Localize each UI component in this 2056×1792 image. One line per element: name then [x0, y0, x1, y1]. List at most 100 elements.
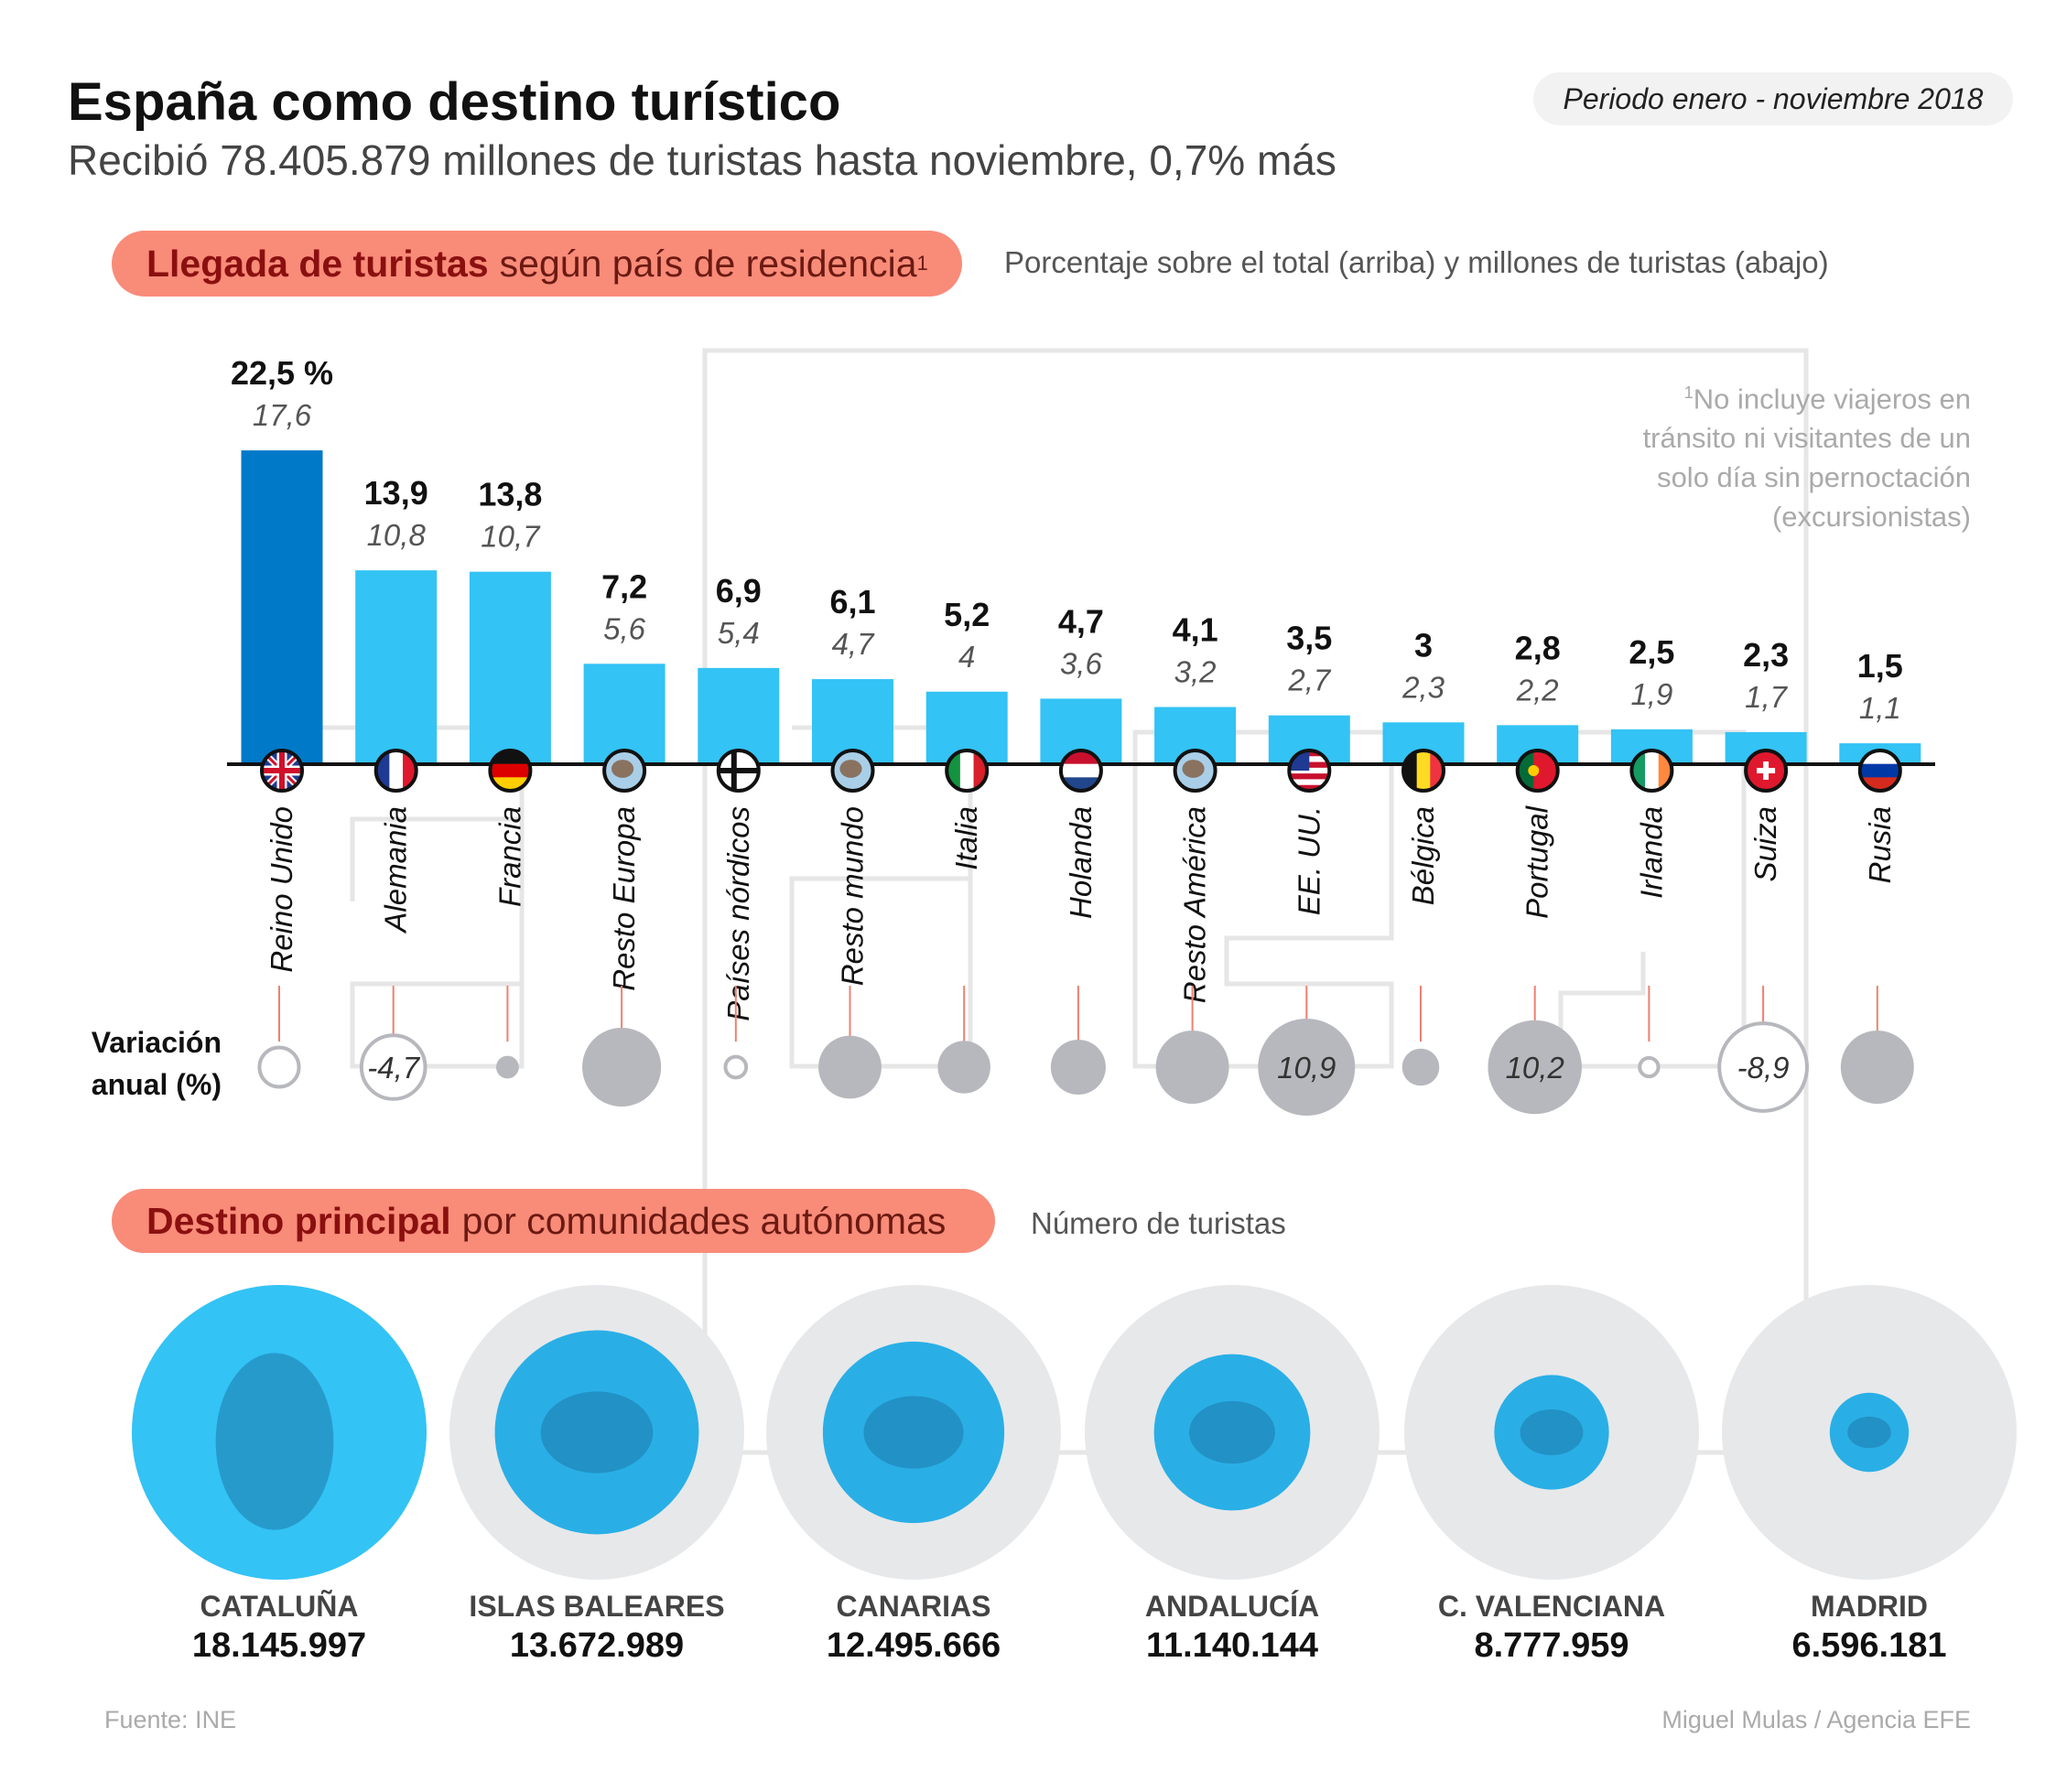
section-arrivals-title-rest: según país de residencia — [499, 242, 917, 285]
bar — [241, 450, 323, 764]
variation-circle — [1050, 1039, 1106, 1096]
millions-label: 10,7 — [481, 520, 541, 554]
category-label: Alemania — [379, 806, 413, 934]
millions-label: 5,6 — [603, 611, 646, 645]
flag-ring — [945, 749, 990, 793]
flag-ring — [373, 749, 418, 793]
footnote-line: (excursionistas) — [1771, 501, 1971, 534]
category-label: Portugal — [1520, 804, 1554, 919]
variation-label: 10,9 — [1277, 1051, 1336, 1085]
variation-circle — [1401, 1048, 1440, 1086]
region-map-icon — [863, 1396, 964, 1469]
region-value: 11.140.144 — [1146, 1626, 1318, 1665]
variation-label: 10,2 — [1506, 1051, 1564, 1085]
footnote-sup: 1 — [1683, 383, 1693, 402]
millions-label: 2,7 — [1287, 664, 1332, 697]
variation-circle — [582, 1027, 662, 1107]
region-value: 12.495.666 — [827, 1626, 1001, 1665]
variation-circle — [1638, 1055, 1661, 1079]
millions-label: 17,6 — [253, 398, 312, 432]
destination-note: Número de turistas — [1031, 1206, 1286, 1240]
percent-label: 6,1 — [829, 583, 875, 621]
percent-label: 13,8 — [478, 476, 542, 513]
millions-label: 10,8 — [367, 518, 427, 552]
variation-circle — [937, 1041, 990, 1094]
category-label: Resto mundo — [836, 806, 870, 986]
category-label: EE. UU. — [1292, 806, 1326, 915]
percent-label: 3 — [1414, 626, 1433, 664]
variation-label-line1: Variación — [91, 1026, 222, 1059]
page-title: España como destino turístico — [68, 72, 841, 132]
region-map-icon — [215, 1353, 334, 1530]
footnote: 1No incluye viajeros en tránsito ni visi… — [1643, 373, 1971, 536]
period-badge: Periodo enero - noviembre 2018 — [1533, 72, 2013, 125]
region-value: 13.672.989 — [510, 1626, 684, 1665]
variation-circle — [1258, 1019, 1356, 1116]
credit-text: Miguel Mulas / Agencia EFE — [1661, 1706, 1971, 1733]
percent-label: 2,8 — [1515, 629, 1561, 666]
percent-label: 22,5 % — [231, 354, 333, 392]
variation-label-line2: anual (%) — [91, 1068, 222, 1101]
percent-label: 5,2 — [944, 596, 990, 633]
flag-ring — [1173, 749, 1217, 793]
variation-label: Variación anual (%) — [55, 1021, 222, 1106]
arrivals-note: Porcentaje sobre el total (arriba) y mil… — [1004, 245, 1829, 279]
flag-ring — [260, 749, 304, 793]
percent-label: 4,7 — [1058, 602, 1104, 640]
region-map-icon — [1520, 1409, 1584, 1456]
section-destination-title-bold: Destino principal — [146, 1199, 451, 1242]
section-arrivals-title-bold: Llegada de turistas — [146, 242, 489, 285]
flag-ring — [1857, 749, 1902, 793]
percent-label: 1,5 — [1857, 647, 1903, 685]
category-label: Italia — [949, 806, 983, 870]
millions-label: 4 — [958, 640, 975, 674]
percent-label: 6,9 — [716, 572, 762, 610]
percent-label: 4,1 — [1173, 611, 1218, 649]
flag-ring — [602, 749, 647, 793]
flag-ring — [830, 749, 875, 793]
flag-ring — [1629, 749, 1674, 793]
millions-label: 2,3 — [1401, 670, 1445, 704]
category-label: Suiza — [1748, 806, 1782, 882]
bar — [583, 664, 665, 764]
region-value: 8.777.959 — [1474, 1626, 1629, 1665]
footnote-line: solo día sin pernoctación — [1657, 461, 1971, 494]
category-label: Rusia — [1863, 806, 1897, 883]
millions-label: 3,2 — [1174, 655, 1217, 689]
millions-label: 1,9 — [1630, 677, 1672, 711]
variation-label: -8,9 — [1737, 1051, 1790, 1085]
millions-label: 3,6 — [1060, 646, 1103, 680]
flag-ring — [716, 749, 761, 793]
category-label: Resto América — [1178, 806, 1212, 1003]
variation-circle — [723, 1054, 749, 1080]
percent-label: 13,9 — [364, 474, 428, 512]
source-text: Fuente: INE — [104, 1706, 237, 1733]
bar — [469, 571, 551, 764]
bar — [698, 667, 780, 764]
category-label: Francia — [492, 806, 526, 907]
bar — [355, 570, 438, 764]
category-label: Bélgica — [1406, 806, 1440, 905]
flag-ring — [1058, 749, 1103, 793]
region-name: MADRID — [1811, 1590, 1928, 1623]
variation-label: -4,7 — [367, 1051, 421, 1085]
region-name: ANDALUCÍA — [1145, 1590, 1319, 1623]
percent-label: 3,5 — [1286, 620, 1332, 657]
category-label: Países nórdicos — [721, 806, 755, 1021]
region-map-icon — [1189, 1400, 1275, 1464]
millions-label: 1,7 — [1745, 680, 1789, 714]
flag-ring — [1287, 749, 1332, 793]
variation-circle — [1155, 1031, 1229, 1104]
millions-label: 5,4 — [718, 616, 760, 650]
variation-circle — [1717, 1021, 1809, 1113]
section-destination-title-rest: por comunidades autónomas — [461, 1199, 947, 1242]
region-map-icon — [1847, 1416, 1891, 1449]
region-name: CANARIAS — [837, 1590, 991, 1623]
region-name: C. VALENCIANA — [1438, 1590, 1665, 1623]
variation-circle — [359, 1033, 427, 1101]
region-value: 18.145.997 — [192, 1626, 366, 1665]
millions-label: 4,7 — [832, 627, 876, 661]
region-name: ISLAS BALEARES — [469, 1590, 724, 1623]
region-map-icon — [540, 1391, 654, 1474]
